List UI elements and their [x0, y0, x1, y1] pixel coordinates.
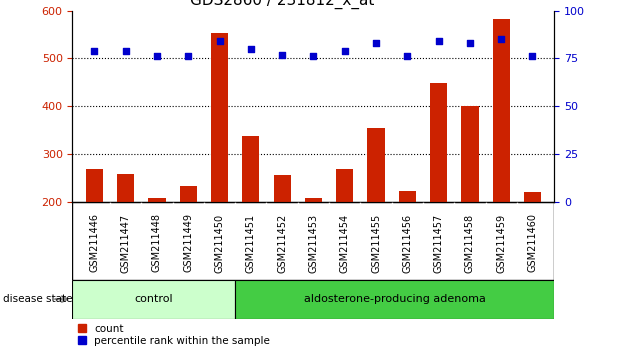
Point — [527, 54, 537, 59]
Point — [214, 38, 224, 44]
Bar — [148, 199, 166, 297]
Text: GSM211454: GSM211454 — [340, 213, 350, 273]
Bar — [211, 33, 228, 297]
Text: GSM211460: GSM211460 — [527, 213, 537, 273]
Point — [183, 54, 193, 59]
Bar — [86, 169, 103, 297]
Bar — [461, 106, 479, 297]
Bar — [273, 175, 290, 297]
Bar — [242, 136, 260, 297]
Point — [465, 40, 475, 46]
Text: aldosterone-producing adenoma: aldosterone-producing adenoma — [304, 294, 486, 304]
Bar — [493, 19, 510, 297]
Point — [277, 52, 287, 57]
Text: GSM211449: GSM211449 — [183, 213, 193, 273]
Point — [152, 54, 162, 59]
Bar — [180, 187, 197, 297]
Text: GSM211456: GSM211456 — [403, 213, 412, 273]
Bar — [305, 198, 322, 297]
Point — [309, 54, 318, 59]
Text: GSM211452: GSM211452 — [277, 213, 287, 273]
Bar — [367, 128, 385, 297]
Point — [496, 36, 507, 42]
Bar — [430, 83, 447, 297]
Bar — [524, 192, 541, 297]
Bar — [399, 191, 416, 297]
Text: GSM211450: GSM211450 — [215, 213, 224, 273]
Text: GSM211448: GSM211448 — [152, 213, 162, 273]
Point — [246, 46, 256, 52]
Point — [89, 48, 100, 53]
Legend: count, percentile rank within the sample: count, percentile rank within the sample — [77, 324, 270, 346]
Point — [371, 40, 381, 46]
Text: GSM211447: GSM211447 — [121, 213, 130, 273]
Text: GSM211446: GSM211446 — [89, 213, 100, 273]
Text: GSM211453: GSM211453 — [309, 213, 318, 273]
Text: GSM211459: GSM211459 — [496, 213, 506, 273]
Text: GSM211451: GSM211451 — [246, 213, 256, 273]
Text: GDS2860 / 231812_x_at: GDS2860 / 231812_x_at — [190, 0, 374, 9]
Text: control: control — [135, 294, 173, 304]
Point — [433, 38, 444, 44]
Text: GSM211455: GSM211455 — [371, 213, 381, 273]
Point — [403, 54, 413, 59]
Point — [120, 48, 130, 53]
Bar — [72, 280, 235, 319]
Bar — [117, 174, 134, 297]
Bar — [336, 169, 353, 297]
Text: GSM211457: GSM211457 — [433, 213, 444, 273]
Bar — [235, 280, 554, 319]
Point — [340, 48, 350, 53]
Text: GSM211458: GSM211458 — [465, 213, 475, 273]
Text: disease state: disease state — [3, 294, 72, 304]
